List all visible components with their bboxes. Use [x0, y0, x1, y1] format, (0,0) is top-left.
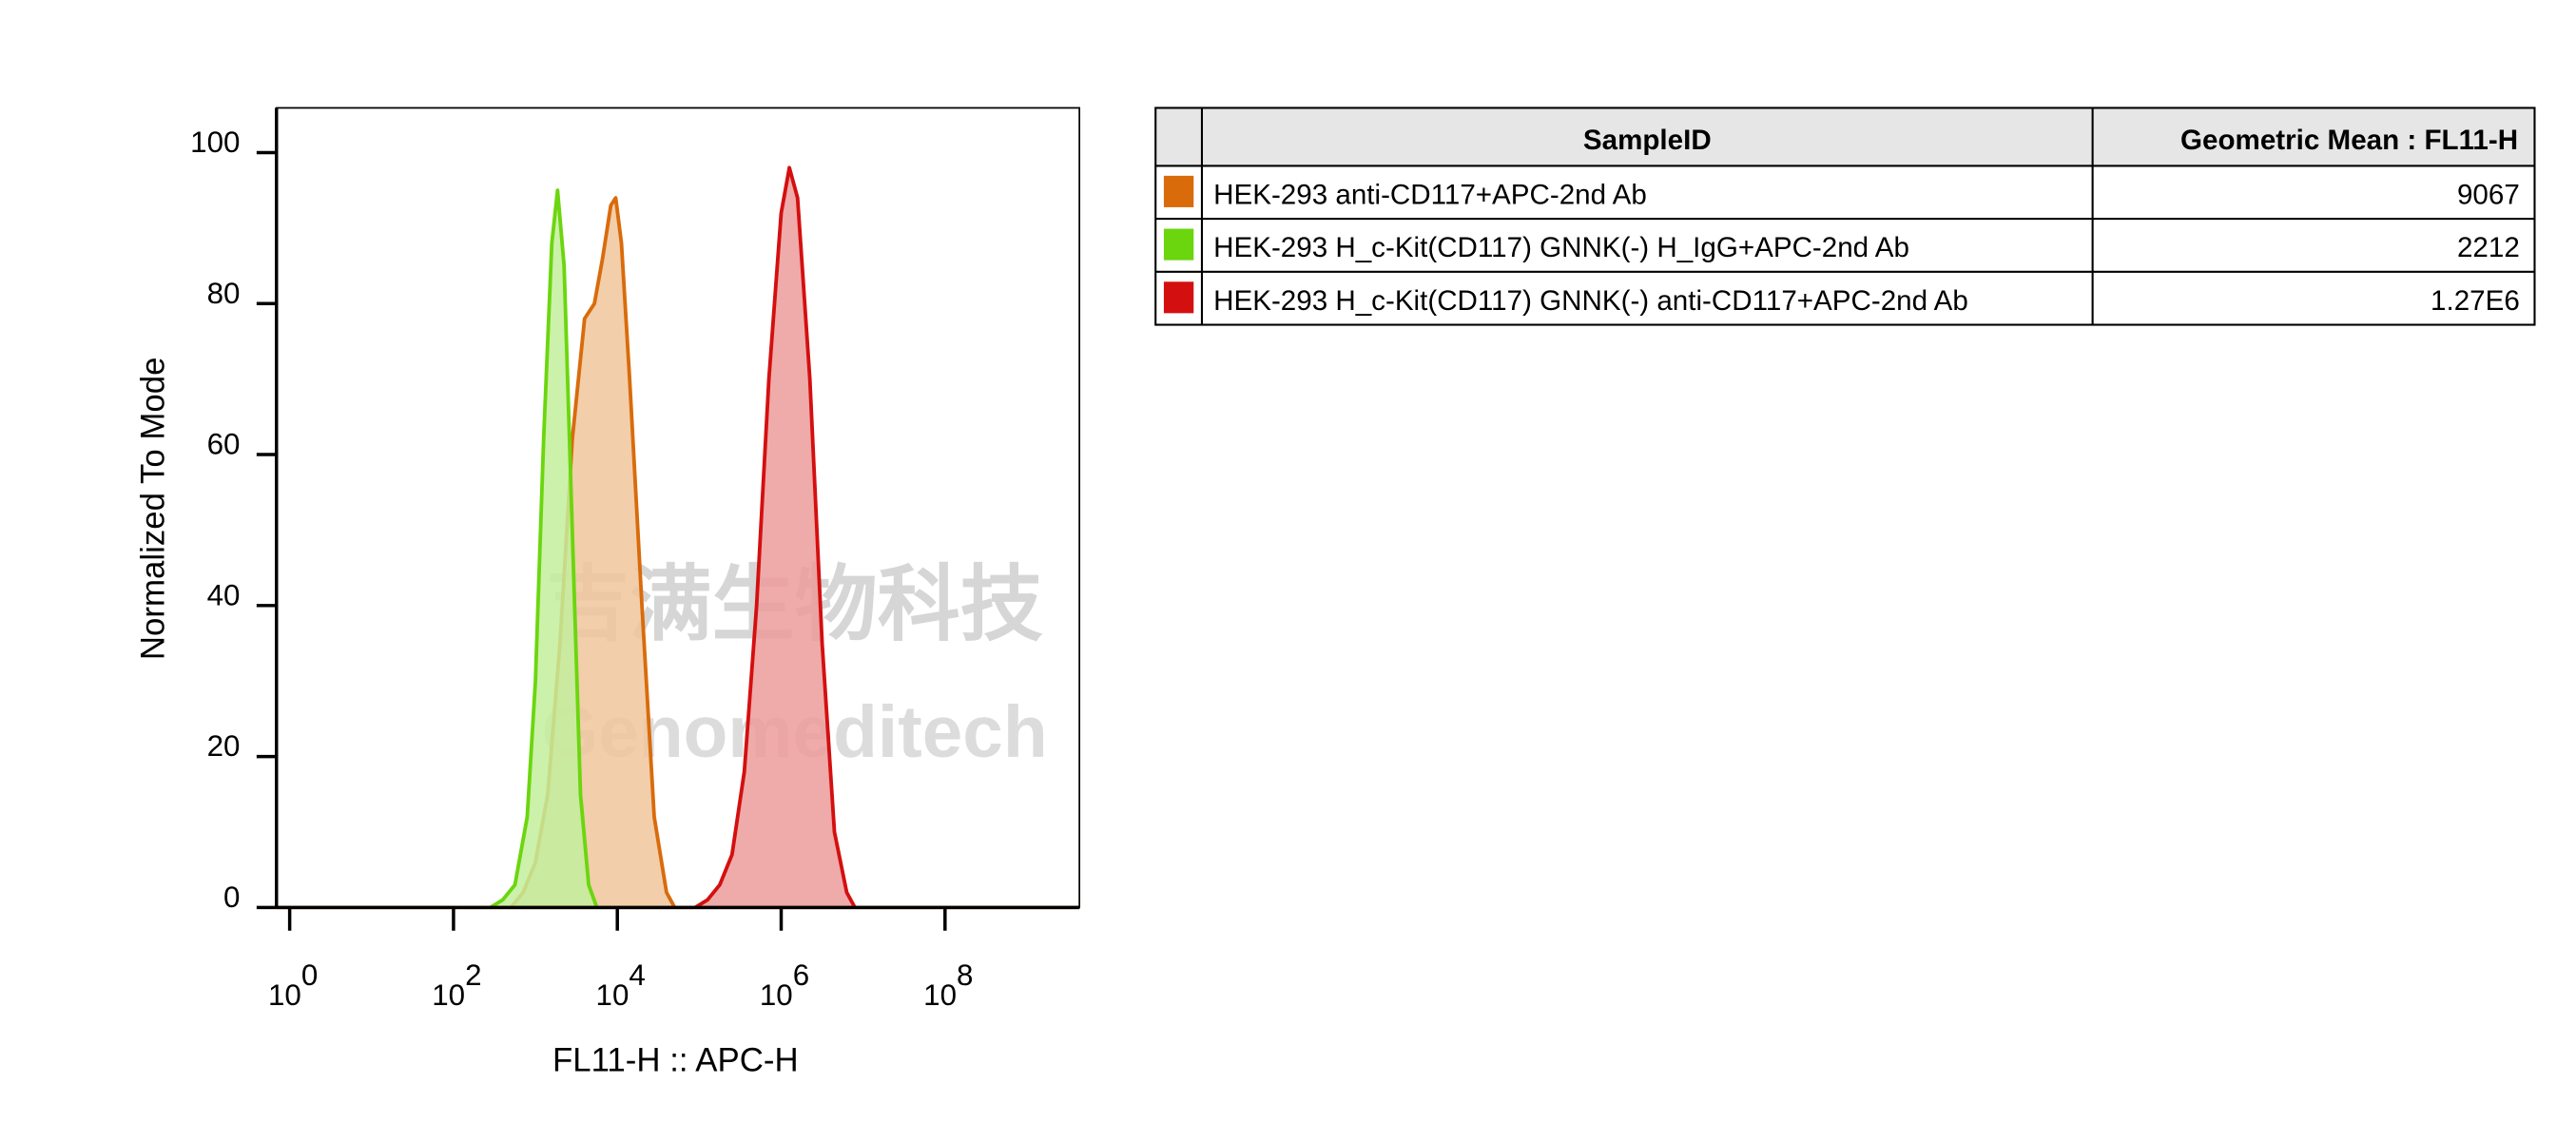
x-tick-label: 100 — [268, 958, 318, 1012]
x-tick-label: 106 — [760, 958, 809, 1012]
legend-label: HEK-293 anti-CD117+APC-2nd Ab — [1213, 179, 1647, 210]
x-tick-label: 102 — [432, 958, 481, 1012]
y-tick-label: 80 — [207, 277, 241, 310]
y-tick-label: 20 — [207, 729, 241, 763]
legend-swatch — [1163, 228, 1194, 261]
y-tick-label: 60 — [207, 428, 241, 461]
legend-swatch — [1163, 281, 1194, 314]
table-frame — [1154, 106, 2536, 326]
table-value: 2212 — [2457, 232, 2520, 263]
area — [490, 190, 597, 908]
y-axis-label: Normalized To Mode — [134, 357, 171, 660]
y-tick-label: 0 — [223, 881, 240, 914]
table-header-bg — [1155, 107, 2535, 166]
area — [695, 167, 856, 908]
x-tick-label: 104 — [596, 958, 646, 1012]
y-tick-label: 100 — [190, 126, 240, 159]
legend-swatch — [1163, 175, 1194, 207]
table-value: 9067 — [2457, 179, 2520, 210]
x-tick-label: 108 — [923, 958, 973, 1012]
plot-frame — [275, 106, 1081, 909]
legend-label: HEK-293 H_c-Kit(CD117) GNNK(-) anti-CD11… — [1213, 285, 1968, 317]
series-line — [489, 188, 599, 909]
table-header: Geometric Mean : FL11-H — [2180, 125, 2518, 156]
area — [511, 198, 675, 908]
table-value: 1.27E6 — [2431, 285, 2520, 317]
table-header: SampleID — [1583, 125, 1712, 156]
series-line — [694, 165, 857, 910]
legend-label: HEK-293 H_c-Kit(CD117) GNNK(-) H_IgG+APC… — [1213, 232, 1909, 263]
y-tick-label: 40 — [207, 578, 241, 611]
x-axis-label: FL11-H :: APC-H — [552, 1042, 799, 1079]
